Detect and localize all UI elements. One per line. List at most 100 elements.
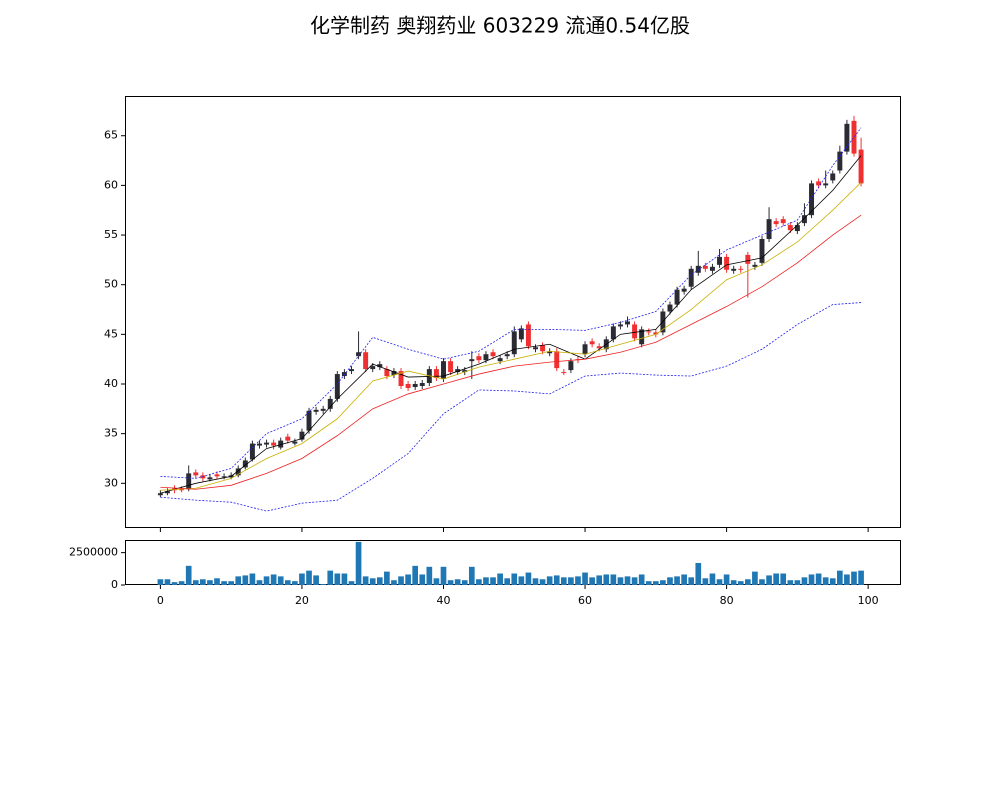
- candle-body: [405, 384, 411, 388]
- candle-body: [809, 183, 815, 216]
- volume-bar: [652, 581, 659, 585]
- volume-bar: [723, 574, 730, 585]
- volume-bar: [398, 576, 404, 585]
- candle-body: [724, 256, 730, 270]
- volume-bar: [638, 574, 645, 585]
- candle-body: [285, 436, 291, 441]
- candle-body: [179, 489, 185, 491]
- volume-bar: [490, 577, 496, 585]
- candle-body: [702, 265, 708, 269]
- candle-body: [384, 369, 390, 377]
- volume-bar: [780, 573, 787, 585]
- candle-body: [334, 374, 340, 399]
- candle-body: [412, 384, 418, 387]
- candle-body: [193, 472, 199, 476]
- volume-bar: [185, 565, 192, 585]
- candle-body: [377, 364, 383, 368]
- volume-bar: [320, 584, 327, 585]
- candle-body: [752, 264, 758, 267]
- candle-body: [391, 371, 397, 376]
- volume-bar: [468, 566, 475, 585]
- y-tick-label: 0: [111, 578, 118, 591]
- candle-body: [504, 354, 510, 357]
- volume-bar: [546, 576, 553, 585]
- volume-bar: [589, 577, 595, 585]
- candle-body: [164, 491, 170, 494]
- volume-bar: [299, 573, 305, 585]
- ma-line: [160, 214, 862, 490]
- candle-body: [596, 346, 602, 349]
- x-tick-label: 40: [436, 594, 450, 607]
- candle-body: [787, 225, 793, 231]
- ma-line: [160, 182, 862, 491]
- volume-bar: [525, 572, 532, 585]
- volume-bar: [284, 580, 291, 585]
- candle-body: [738, 268, 744, 270]
- volume-bar: [631, 577, 638, 585]
- ma-line: [160, 155, 862, 494]
- volume-bar: [263, 576, 270, 585]
- volume-bar: [348, 581, 355, 585]
- volume-bar: [178, 581, 185, 585]
- candle-body: [242, 460, 248, 468]
- volume-bar: [667, 577, 673, 585]
- candle-body: [717, 256, 722, 265]
- volume-bar: [681, 574, 687, 585]
- candle-body: [681, 288, 687, 292]
- volume-bar: [603, 574, 610, 585]
- candle-body: [610, 326, 616, 340]
- volume-bar: [858, 570, 864, 585]
- volume-bar: [362, 576, 369, 585]
- candle-body: [674, 289, 680, 305]
- volume-bar: [695, 562, 702, 585]
- x-tick-label: 20: [295, 594, 309, 607]
- candle-body: [561, 372, 567, 374]
- candle-body: [349, 369, 354, 372]
- volume-bar: [369, 578, 376, 585]
- volume-bar: [745, 579, 751, 585]
- volume-bar: [822, 577, 829, 585]
- candle-body: [455, 369, 461, 373]
- volume-bar: [242, 575, 249, 585]
- candle-body: [157, 493, 163, 496]
- volume-bar: [844, 574, 850, 585]
- volume-bar: [207, 580, 213, 585]
- volume-bar: [214, 578, 220, 585]
- volume-bar: [376, 577, 383, 585]
- volume-bar: [645, 581, 652, 585]
- candle-body: [837, 151, 843, 171]
- candle-body: [511, 331, 517, 355]
- candle-body: [540, 345, 546, 352]
- candle-body: [419, 383, 425, 386]
- candle-body: [462, 370, 468, 373]
- y-tick-label: 65: [104, 129, 118, 142]
- candle-body: [759, 239, 765, 263]
- volume-bar: [384, 571, 390, 585]
- candle-body: [441, 361, 446, 380]
- volume-bar: [787, 580, 794, 585]
- candle-body: [214, 474, 220, 477]
- volume-bar: [801, 577, 808, 585]
- volume-bar: [334, 573, 341, 585]
- volume-bar: [419, 574, 426, 585]
- volume-bar: [702, 578, 709, 585]
- price-frame: [125, 96, 901, 528]
- volume-bar: [292, 581, 298, 585]
- volume-bar: [454, 579, 461, 585]
- candle-body: [221, 476, 227, 478]
- volume-bar: [568, 577, 574, 585]
- volume-bar: [596, 575, 603, 585]
- y-tick-label: 30: [104, 476, 118, 489]
- volume-bar: [221, 581, 227, 585]
- candle-body: [851, 120, 857, 154]
- candle-body: [370, 366, 376, 370]
- band-line: [160, 302, 862, 512]
- candle-body: [278, 440, 284, 448]
- candle-body: [794, 225, 800, 232]
- volume-bar: [752, 571, 758, 585]
- volume-bar: [412, 565, 419, 585]
- volume-bar: [773, 573, 779, 585]
- volume-bar: [553, 575, 560, 585]
- band-line: [160, 127, 862, 479]
